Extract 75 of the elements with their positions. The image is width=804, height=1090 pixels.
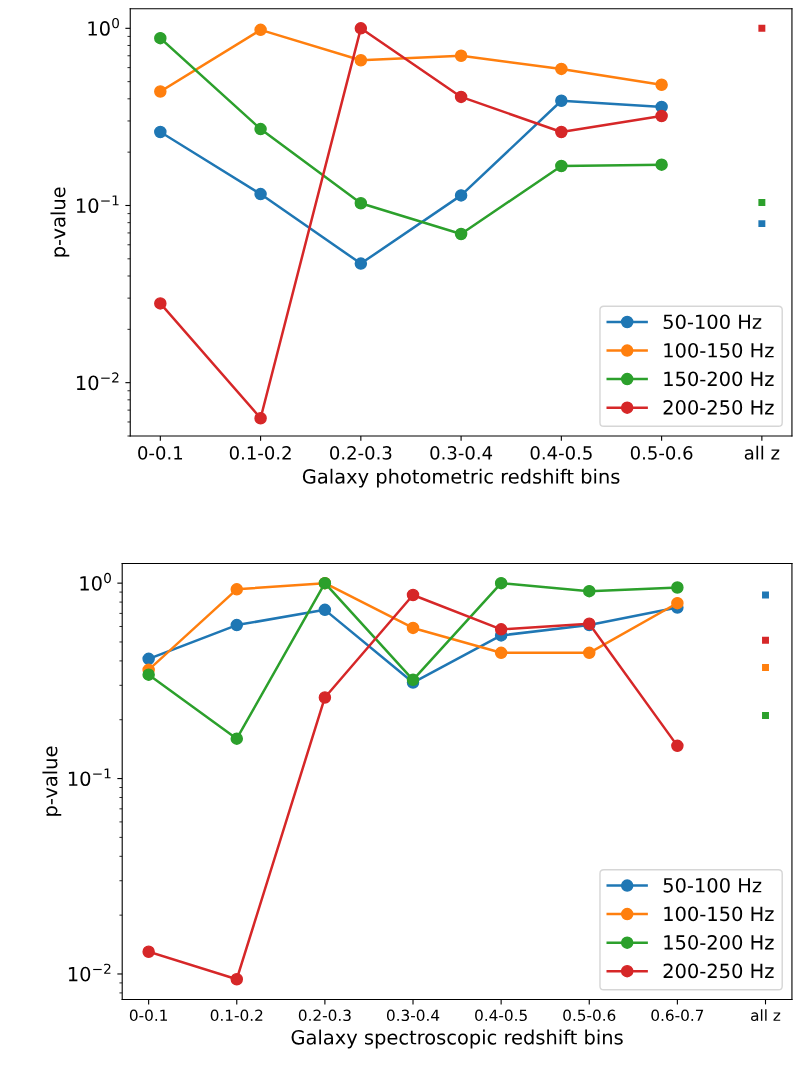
point [318,691,332,704]
point [671,596,684,610]
point [142,652,155,666]
point [230,583,244,596]
y-tick-label: 10$^{−1}$ [68,768,111,787]
point [318,603,332,617]
x-tick-label: 0.2-0.3 [330,446,392,460]
point [254,122,267,136]
point [254,411,267,425]
point [142,945,155,958]
point [454,227,468,241]
y-axis-title: p-value [42,746,62,816]
point [454,90,468,104]
point [583,584,596,598]
legend-label: 200-250 Hz [663,400,774,415]
x-tick-label: 0.3-0.4 [430,446,493,460]
point [454,189,468,202]
y-tick-label: 10$^{0}$ [88,18,119,36]
point [555,62,568,76]
x-tick-label: 0.6-0.7 [651,1009,704,1022]
point [555,94,568,108]
legend-label: 200-250 Hz [663,963,774,979]
y-tick-label: 10$^{−1}$ [76,195,119,214]
point [555,125,568,139]
x-tick-label: 0-0.1 [129,1009,167,1022]
point [406,588,420,602]
x-axis-title: Galaxy spectroscopic redshift bins [291,1029,623,1049]
x-axis-title: Galaxy photometric redshift bins [302,468,620,488]
x-tick-label: 0.1-0.2 [229,446,291,460]
x-tick-label: 0.4-0.5 [475,1009,527,1022]
point [230,972,244,986]
x-tick-label: all z [744,445,780,460]
x-tick-label: 0.5-0.6 [563,1009,616,1022]
point [655,158,668,171]
point [154,31,167,45]
x-tick-label: 0-0.1 [138,446,183,460]
legend-label: 50-100 Hz [663,314,762,330]
point [354,257,368,270]
point [154,125,167,139]
point [655,109,668,123]
point [671,581,684,594]
point [142,668,155,681]
x-tick-label: 0.5-0.6 [630,446,693,460]
point [583,646,596,660]
point [655,78,668,92]
y-tick-label: 10$^{0}$ [80,572,111,591]
y-axis-title: p-value [50,187,70,257]
point [254,23,267,37]
point [494,623,508,636]
point [254,187,267,201]
point [154,297,167,310]
legend-label: 100-150 Hz [664,906,774,922]
point [354,54,368,67]
point [494,646,508,660]
x-tick-label: 0.4-0.5 [530,446,592,460]
point [555,159,568,173]
point [154,85,167,98]
x-tick-label: 0.2-0.3 [298,1009,351,1022]
y-tick-label: 10$^{−2}$ [68,963,111,982]
x-tick-label: 0.1-0.2 [210,1009,263,1022]
y-tick-label: 10$^{−2}$ [76,372,119,391]
point [671,739,684,753]
legend-label: 50-100 Hz [663,877,762,893]
legend-label: 150-200 Hz [664,371,774,387]
point [494,576,508,590]
point [454,49,468,63]
x-tick-label: all z [751,1009,781,1022]
x-tick-label: 0.3-0.4 [386,1009,440,1022]
point [406,621,420,635]
point [354,22,368,35]
legend-label: 100-150 Hz [664,342,774,358]
point [230,732,244,745]
point [354,196,368,210]
legend-label: 150-200 Hz [664,935,774,950]
point [230,618,244,632]
